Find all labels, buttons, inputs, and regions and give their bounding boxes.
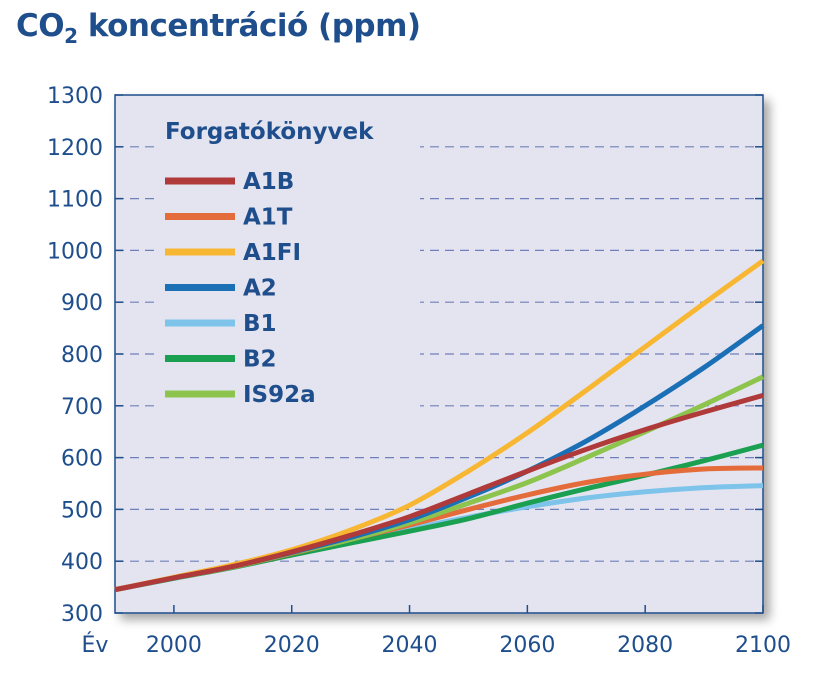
y-tick-label: 600 [61, 447, 103, 472]
x-tick-label: 2060 [499, 633, 555, 658]
y-tick-label: 900 [61, 291, 103, 316]
x-tick-label: 2000 [146, 633, 202, 658]
legend-label-a1b: A1B [243, 169, 294, 195]
y-tick-label: 800 [61, 343, 103, 368]
y-tick-label: 400 [61, 550, 103, 575]
y-tick-label: 500 [61, 498, 103, 523]
x-tick-label: 2020 [264, 633, 320, 658]
chart-title: CO2 koncentráció (ppm) [16, 8, 421, 48]
series-line-a1b [114, 392, 764, 593]
x-tick-label: 2040 [382, 633, 438, 658]
x-tick-label: 2080 [617, 633, 673, 658]
legend-label-a1t: A1T [243, 205, 293, 231]
y-tick-label: 1000 [47, 239, 103, 264]
x-axis-label: Év [82, 632, 109, 658]
x-tick-label: 2100 [735, 633, 791, 658]
y-tick-label: 1200 [47, 136, 103, 161]
legend-label-b2: B2 [243, 347, 277, 373]
y-tick-label: 1100 [47, 188, 103, 213]
y-tick-label: 1300 [47, 84, 103, 109]
legend-label-b1: B1 [243, 311, 277, 337]
y-tick-label: 700 [61, 395, 103, 420]
legend-label-a1fi: A1FI [243, 240, 301, 266]
legend-label-is92a: IS92a [243, 382, 316, 408]
y-tick-label: 300 [61, 602, 103, 627]
legend-title: Forgatókönyvek [165, 119, 374, 145]
legend-label-a2: A2 [243, 276, 277, 302]
